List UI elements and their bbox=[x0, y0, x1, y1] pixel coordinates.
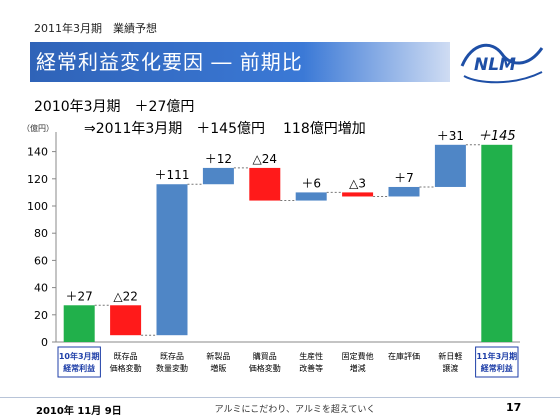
data-label: ＋27 bbox=[66, 289, 93, 303]
data-label: ＋6 bbox=[301, 176, 321, 190]
bar-4 bbox=[202, 167, 234, 185]
data-label: △22 bbox=[113, 289, 138, 303]
category-label: 価格変動 bbox=[249, 363, 281, 373]
summary-line-2: ⇒2011年3月期 ＋145億円 118億円増加 bbox=[84, 118, 366, 138]
y-tick-label: 20 bbox=[34, 309, 48, 322]
bar-1 bbox=[63, 305, 95, 342]
category-highlight-box bbox=[475, 346, 519, 378]
category-label: 既存品 bbox=[114, 351, 138, 361]
data-label: ＋7 bbox=[394, 171, 414, 185]
bar-7 bbox=[342, 192, 374, 197]
bar-9 bbox=[434, 144, 466, 187]
bar-2 bbox=[110, 305, 142, 336]
category-label: 改善等 bbox=[299, 363, 323, 373]
y-tick-label: 100 bbox=[27, 200, 48, 213]
category-label: 11年3月期 bbox=[476, 351, 517, 361]
category-label: 生産性 bbox=[299, 351, 323, 361]
data-label: ＋12 bbox=[205, 152, 232, 166]
slide-subheading: 2011年3月期 業績予想 bbox=[34, 22, 157, 35]
summary-line-1: 2010年3月期 ＋27億円 bbox=[34, 99, 195, 115]
footer-date: 2010年 11月 9日 bbox=[36, 406, 122, 417]
category-highlight-box bbox=[57, 346, 101, 378]
y-tick-label: 80 bbox=[34, 227, 48, 240]
bar-8 bbox=[388, 186, 420, 197]
footer-slogan: アルミにこだわり、アルミを超えていく bbox=[214, 405, 376, 415]
category-label: 譲渡 bbox=[442, 363, 458, 373]
category-label: 既存品 bbox=[160, 351, 184, 361]
category-label: 数量変動 bbox=[156, 363, 188, 373]
summary-line-2-increase: 118億円増加 bbox=[283, 121, 366, 137]
bar-6 bbox=[295, 192, 327, 201]
bar-10 bbox=[481, 144, 513, 342]
category-label: 価格変動 bbox=[110, 363, 142, 373]
slide-title: 経常利益変化要因 ― 前期比 bbox=[36, 50, 303, 74]
bar-5 bbox=[249, 167, 281, 201]
summary-line-2-result: ⇒2011年3月期 ＋145億円 bbox=[84, 121, 265, 137]
category-label: 経常利益 bbox=[63, 363, 95, 373]
data-label: ＋111 bbox=[155, 168, 190, 182]
page-number: 17 bbox=[506, 401, 522, 414]
title-bar bbox=[30, 42, 450, 82]
category-label: 新日軽 bbox=[438, 351, 462, 361]
y-tick-label: 0 bbox=[41, 336, 48, 349]
category-label: 増減 bbox=[350, 363, 366, 373]
data-label: △24 bbox=[253, 152, 278, 166]
data-label: ＋31 bbox=[437, 129, 464, 143]
category-label: 固定費他 bbox=[342, 351, 374, 361]
category-label: 購買品 bbox=[253, 351, 277, 361]
category-label: 10年3月期 bbox=[59, 351, 100, 361]
company-logo: NLM bbox=[458, 36, 548, 88]
category-label: 新製品 bbox=[206, 351, 230, 361]
y-tick-label: 120 bbox=[27, 173, 48, 186]
y-tick-label: 140 bbox=[27, 146, 48, 159]
footer-divider bbox=[0, 397, 560, 398]
category-label: 増販 bbox=[210, 363, 226, 373]
category-label: 在庫評価 bbox=[388, 351, 420, 361]
category-label: 経常利益 bbox=[481, 363, 513, 373]
y-tick-label: 40 bbox=[34, 282, 48, 295]
logo-text: NLM bbox=[474, 55, 516, 75]
data-label: △3 bbox=[349, 176, 366, 190]
data-label: ＋145 bbox=[478, 129, 516, 144]
bar-3 bbox=[156, 184, 188, 336]
y-axis-unit: （億円） bbox=[22, 123, 54, 133]
y-tick-label: 60 bbox=[34, 254, 48, 267]
